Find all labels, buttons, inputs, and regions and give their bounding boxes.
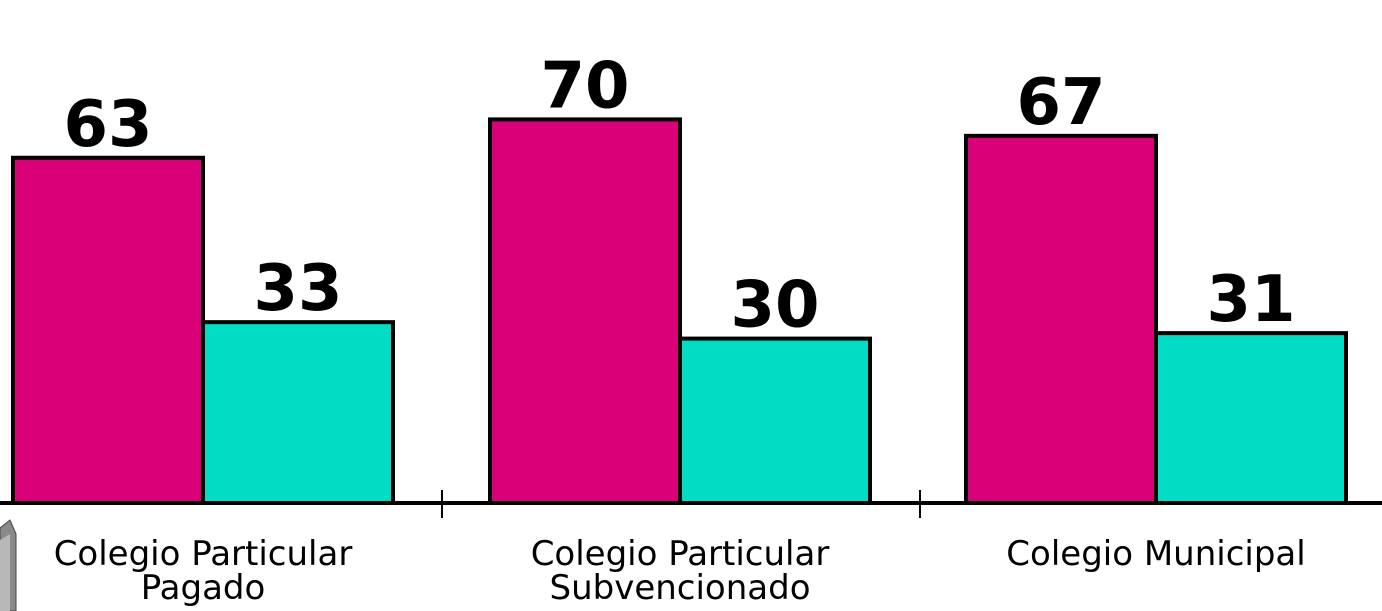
- category-label-2-line-2: Subvencionado: [549, 568, 810, 608]
- category-label-2-line-1: Colegio Particular: [531, 534, 830, 574]
- bar-series2-cat2: [678, 336, 872, 505]
- category-label-1-line-2: Pagado: [141, 568, 266, 608]
- category-label-2: Colegio Particular Subvencionado: [531, 534, 830, 608]
- category-label-3: Colegio Municipal: [1006, 534, 1305, 574]
- data-label-series2-cat1: 33: [253, 252, 342, 326]
- category-label-1-line-1: Colegio Particular: [54, 534, 353, 574]
- data-label-series2-cat2: 30: [730, 269, 819, 343]
- bar-series1-cat1: [11, 155, 205, 505]
- bar-series1-cat2: [488, 117, 682, 506]
- data-label-series1-cat3: 67: [1016, 66, 1105, 140]
- bar-series1-cat3: [964, 133, 1158, 505]
- bars-group: [11, 117, 1348, 506]
- data-label-series1-cat2: 70: [540, 49, 629, 123]
- data-labels-group: 63 33 70 30 67 31: [63, 49, 1295, 342]
- data-label-series2-cat3: 31: [1206, 263, 1295, 337]
- category-label-3-line-1: Colegio Municipal: [1006, 534, 1305, 574]
- partial-image-icon: [0, 519, 17, 611]
- x-axis-ticks: [441, 490, 921, 518]
- data-label-series1-cat1: 63: [63, 88, 152, 162]
- bar-series2-cat1: [201, 320, 395, 505]
- category-label-1: Colegio Particular Pagado: [54, 534, 353, 608]
- bar-series2-cat3: [1154, 331, 1348, 505]
